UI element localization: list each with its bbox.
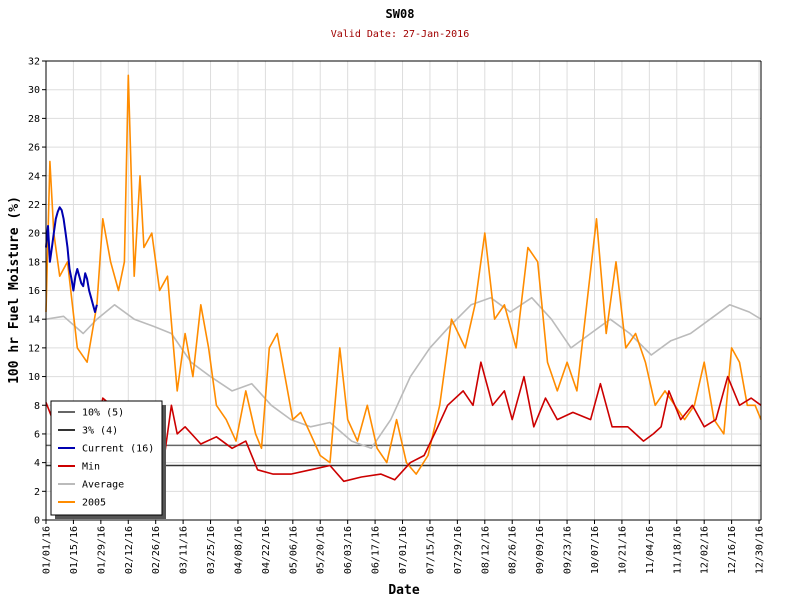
x-tick-label: 03/11/16 [179, 526, 190, 574]
legend-label-10-5: 10% (5) [82, 408, 124, 419]
x-tick-label: 05/06/16 [288, 526, 299, 574]
y-tick-label: 24 [28, 171, 40, 182]
x-tick-label: 10/21/16 [617, 526, 628, 574]
x-tick-label: 02/12/16 [124, 526, 135, 574]
x-axis-title: Date [388, 583, 419, 598]
legend-label-3-4: 3% (4) [82, 426, 118, 437]
x-tick-label: 06/03/16 [343, 526, 354, 574]
chart-title: SW08 [386, 7, 415, 21]
legend: 10% (5) 3% (4) Current (16) Min Average 2005 [50, 400, 166, 519]
x-tick-label: 07/15/16 [425, 526, 436, 574]
x-tick-label: 12/16/16 [727, 526, 738, 574]
x-tick-label: 03/25/16 [206, 526, 217, 574]
x-tick-label: 04/08/16 [233, 526, 244, 574]
series-current-16 [45, 206, 98, 313]
legend-label-average: Average [82, 480, 124, 491]
chart-subtitle: Valid Date: 27-Jan-2016 [331, 29, 469, 40]
x-tick-label: 12/30/16 [755, 526, 766, 574]
y-tick-label: 2 [34, 487, 40, 498]
x-tick-label: 12/02/16 [700, 526, 711, 574]
x-tick-label: 04/22/16 [261, 526, 272, 574]
y-tick-label: 18 [28, 257, 40, 268]
y-tick-label: 10 [28, 372, 40, 383]
x-tick-label: 11/04/16 [645, 526, 656, 574]
x-tick-label: 01/15/16 [69, 526, 80, 574]
x-tick-label: 05/20/16 [316, 526, 327, 574]
x-tick-label: 01/29/16 [96, 526, 107, 574]
y-tick-label: 0 [34, 516, 40, 527]
legend-label-2005: 2005 [82, 498, 106, 509]
legend-label-current-16: Current (16) [82, 444, 154, 455]
y-tick-label: 22 [28, 200, 40, 211]
y-tick-label: 30 [28, 85, 40, 96]
y-tick-label: 14 [28, 315, 40, 326]
x-tick-label: 07/01/16 [398, 526, 409, 574]
legend-box [50, 400, 163, 516]
legend-label-min: Min [82, 462, 100, 473]
y-tick-label: 4 [34, 458, 40, 469]
y-tick-label: 8 [34, 401, 40, 412]
x-tick-label: 08/26/16 [508, 526, 519, 574]
x-tick-label: 09/23/16 [563, 526, 574, 574]
y-tick-label: 16 [28, 286, 40, 297]
x-tick-label: 08/12/16 [480, 526, 491, 574]
series-2005 [45, 74, 762, 475]
y-tick-label: 32 [28, 57, 40, 68]
y-tick-label: 20 [28, 229, 40, 240]
x-tick-label: 09/09/16 [535, 526, 546, 574]
y-tick-label: 6 [34, 429, 40, 440]
y-tick-label: 26 [28, 143, 40, 154]
x-tick-label: 01/01/16 [42, 526, 53, 574]
x-tick-label: 06/17/16 [371, 526, 382, 574]
series-average [45, 296, 762, 450]
x-tick-label: 10/07/16 [590, 526, 601, 574]
y-axis-title: 100 hr Fuel Moisture (%) [7, 196, 22, 384]
y-tick-label: 28 [28, 114, 40, 125]
x-tick-label: 11/18/16 [672, 526, 683, 574]
x-tick-labels: 01/01/16 01/15/16 01/29/16 02/12/16 02/26/16… [42, 520, 766, 574]
y-tick-label: 12 [28, 343, 40, 354]
x-tick-label: 02/26/16 [151, 526, 162, 574]
x-tick-label: 07/29/16 [453, 526, 464, 574]
